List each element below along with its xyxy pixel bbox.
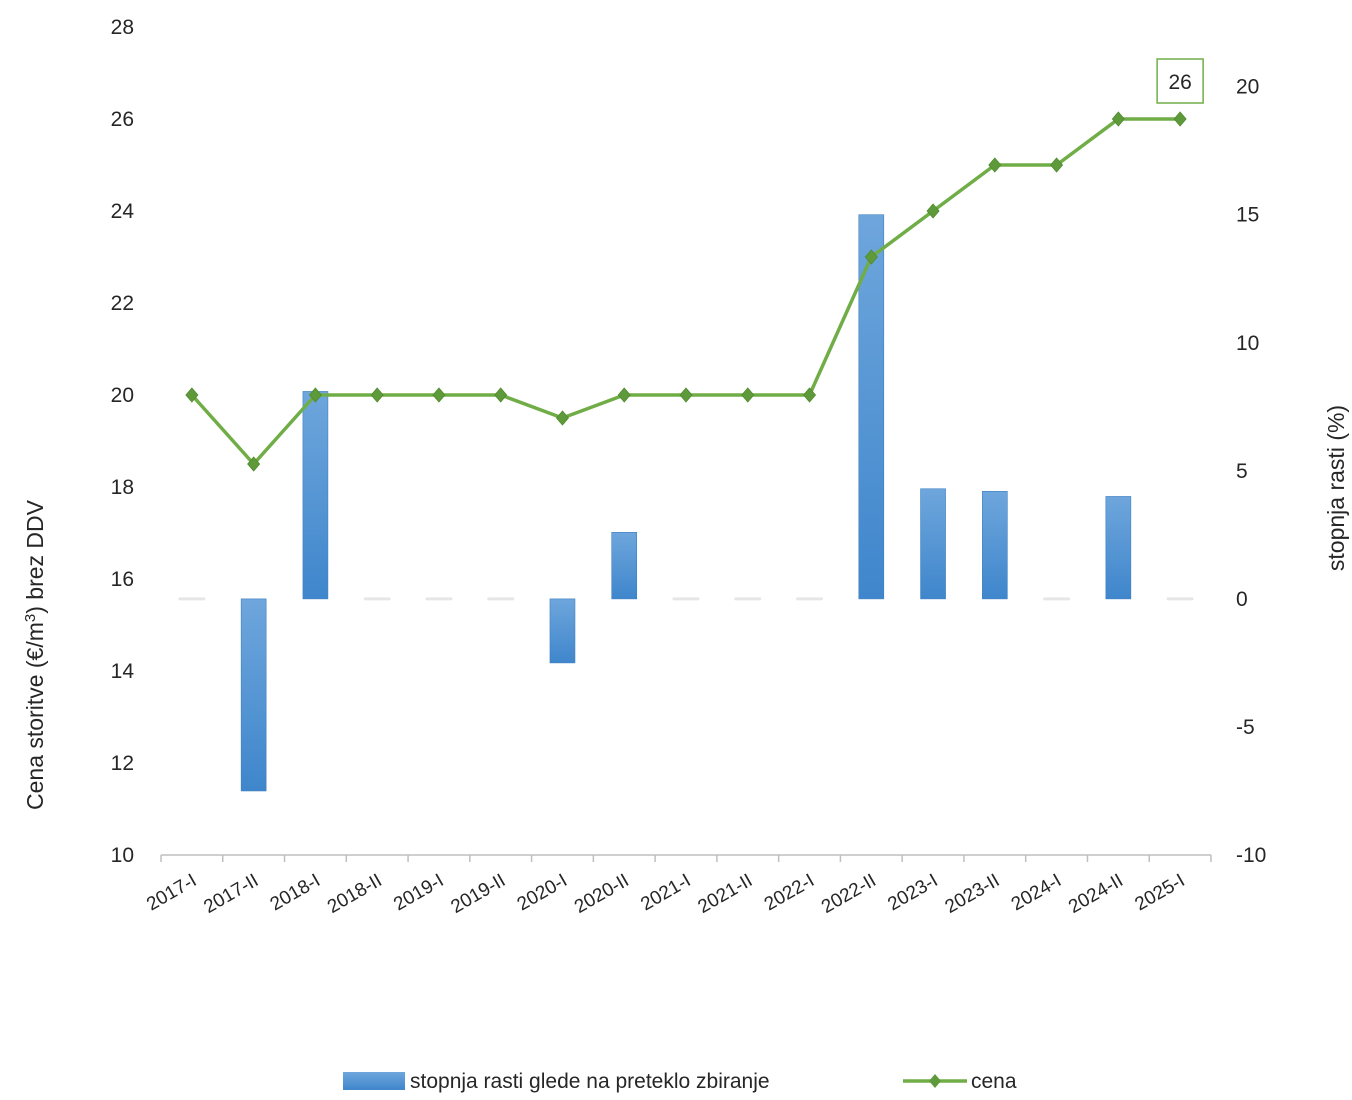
y-right-tick-label: 0 bbox=[1236, 588, 1248, 611]
price-line bbox=[190, 117, 1181, 466]
x-tick-label: 2022-I bbox=[761, 870, 818, 915]
line-point bbox=[926, 203, 940, 219]
line-point bbox=[1050, 157, 1064, 173]
legend: stopnja rasti glede na preteklo zbiranje… bbox=[343, 1070, 1017, 1093]
x-tick-label: 2020-I bbox=[514, 870, 571, 915]
y-left-axis-title: Cena storitve (€/m3) brez DDV bbox=[22, 499, 49, 810]
x-tick-label: 2024-II bbox=[1065, 870, 1127, 918]
y-left-tick-label: 22 bbox=[111, 292, 134, 315]
bar bbox=[1105, 496, 1132, 600]
line-layer bbox=[185, 111, 1187, 472]
x-tick-label: 2020-II bbox=[571, 870, 633, 918]
x-tick-label: 2021-I bbox=[637, 870, 694, 915]
x-tick-label: 2019-I bbox=[390, 870, 447, 915]
y-right-axis-title: stopnja rasti (%) bbox=[1323, 405, 1349, 571]
axis-layer bbox=[160, 854, 1212, 862]
x-tick-label: 2023-II bbox=[942, 870, 1004, 918]
y-left-tick-label: 12 bbox=[111, 752, 134, 775]
y-left-tick-label: 28 bbox=[111, 16, 134, 39]
bar bbox=[920, 488, 946, 600]
x-tick-label: 2017-II bbox=[200, 870, 262, 918]
y-left-tick-label: 20 bbox=[111, 384, 134, 407]
bar bbox=[982, 491, 1008, 600]
bar bbox=[240, 598, 267, 792]
bar bbox=[549, 598, 576, 664]
bar bbox=[302, 391, 329, 600]
x-tick-label: 2024-I bbox=[1008, 870, 1065, 915]
line-point bbox=[864, 249, 878, 265]
y-right-tick-label: 20 bbox=[1236, 76, 1259, 99]
y-left-tick-label: 18 bbox=[111, 476, 134, 499]
line-point bbox=[494, 387, 508, 403]
line-point bbox=[308, 387, 322, 403]
data-label: 26 bbox=[1168, 71, 1191, 94]
y-right-tick-label: 15 bbox=[1236, 204, 1259, 227]
y-left-tick-label: 16 bbox=[111, 568, 134, 591]
x-tick-label: 2019-II bbox=[447, 870, 509, 918]
x-tick-label: 2018-II bbox=[324, 870, 386, 918]
legend-label: stopnja rasti glede na preteklo zbiranje bbox=[410, 1070, 770, 1093]
x-tick-label: 2017-I bbox=[143, 870, 200, 915]
data-label-box bbox=[1156, 58, 1204, 104]
x-tick-label: 2018-I bbox=[267, 870, 324, 915]
y-left-tick-label: 26 bbox=[111, 108, 134, 131]
label-layer: 2017-I 2017-II 2018-I 2018-II 2019-I 2019-II 2… bbox=[22, 16, 1350, 918]
y-right-tick-label: -5 bbox=[1236, 716, 1255, 739]
x-tick-label: 2025-I bbox=[1131, 870, 1188, 915]
line-point bbox=[803, 387, 817, 403]
y-left-tick-label: 10 bbox=[111, 844, 134, 867]
legend-bar-swatch bbox=[343, 1072, 405, 1090]
line-point bbox=[741, 387, 755, 403]
line-point bbox=[1111, 111, 1125, 127]
y-right-tick-label: 10 bbox=[1236, 332, 1259, 355]
bars-layer bbox=[240, 214, 1132, 792]
bar bbox=[611, 531, 638, 600]
line-point bbox=[617, 387, 631, 403]
line-point bbox=[370, 387, 384, 403]
x-tick-label: 2023-I bbox=[884, 870, 941, 915]
line-point bbox=[432, 387, 446, 403]
y-right-tick-label: -10 bbox=[1236, 844, 1266, 867]
line-point bbox=[679, 387, 693, 403]
y-left-tick-label: 14 bbox=[111, 660, 135, 683]
line-point bbox=[555, 410, 569, 426]
line-point bbox=[247, 456, 261, 472]
legend-label: cena bbox=[971, 1070, 1017, 1093]
y-right-tick-label: 5 bbox=[1236, 460, 1248, 483]
line-point bbox=[1173, 111, 1187, 127]
line-point bbox=[988, 157, 1002, 173]
y-left-tick-label: 24 bbox=[111, 200, 135, 223]
legend-line-marker bbox=[929, 1074, 941, 1088]
x-tick-label: 2021-II bbox=[695, 870, 757, 918]
line-point bbox=[185, 387, 199, 403]
x-tick-label: 2022-II bbox=[818, 870, 880, 918]
